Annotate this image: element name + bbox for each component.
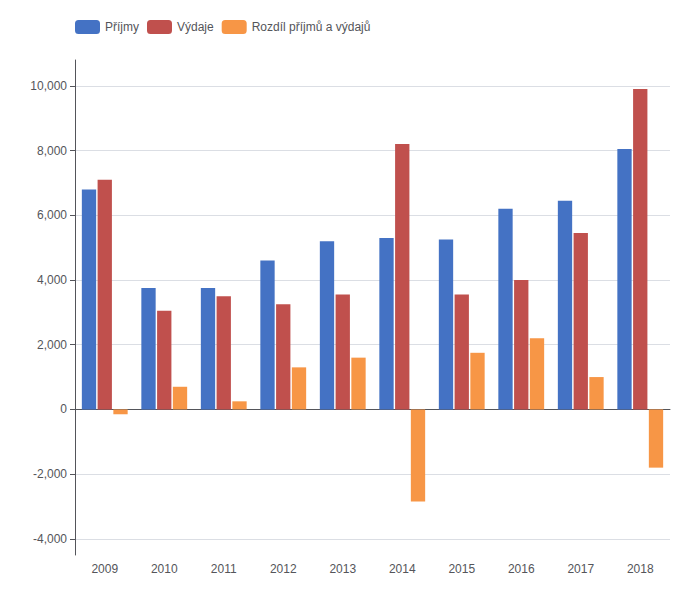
svg-text:10,000: 10,000 (30, 79, 67, 93)
svg-text:6,000: 6,000 (37, 208, 67, 222)
svg-text:2018: 2018 (627, 562, 654, 576)
svg-text:2,000: 2,000 (37, 338, 67, 352)
svg-text:4,000: 4,000 (37, 273, 67, 287)
svg-text:2016: 2016 (508, 562, 535, 576)
svg-text:2017: 2017 (567, 562, 594, 576)
svg-text:2009: 2009 (91, 562, 118, 576)
svg-text:2010: 2010 (151, 562, 178, 576)
svg-text:-4,000: -4,000 (33, 532, 67, 546)
svg-text:2011: 2011 (211, 562, 237, 576)
svg-text:Výdaje: Výdaje (177, 20, 214, 34)
svg-text:Rozdíl příjmů a výdajů: Rozdíl příjmů a výdajů (252, 20, 371, 34)
svg-text:-2,000: -2,000 (33, 467, 67, 481)
svg-text:Příjmy: Příjmy (105, 20, 139, 34)
svg-text:0: 0 (60, 402, 67, 416)
svg-text:8,000: 8,000 (37, 144, 67, 158)
svg-text:2015: 2015 (448, 562, 475, 576)
svg-text:2014: 2014 (389, 562, 416, 576)
svg-text:2013: 2013 (329, 562, 356, 576)
svg-text:2012: 2012 (270, 562, 297, 576)
